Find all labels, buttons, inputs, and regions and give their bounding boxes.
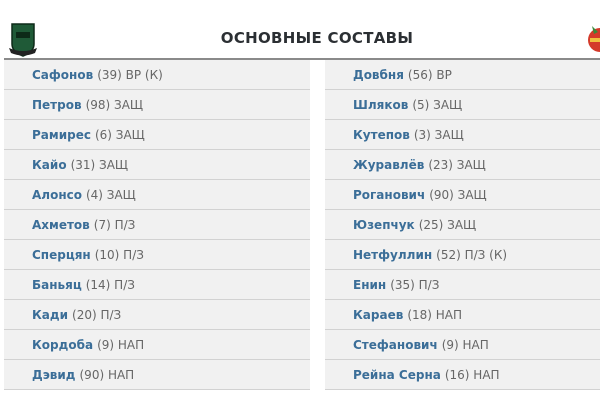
player-name-link[interactable]: Петров (32, 97, 82, 112)
player-row: Кордоба (9) НАП (4, 330, 310, 360)
player-info: (18) НАП (407, 307, 463, 322)
player-info: (9) НАП (97, 337, 145, 352)
player-row: Юзепчук (25) ЗАЩ (325, 210, 600, 240)
header-divider (4, 58, 600, 60)
player-name-link[interactable]: Стефанович (353, 337, 438, 352)
player-name-link[interactable]: Шляков (353, 97, 409, 112)
player-info: (5) ЗАЩ (412, 97, 463, 112)
player-name-link[interactable]: Ахметов (32, 217, 90, 232)
player-row: Сафонов (39) ВР (К) (4, 60, 310, 90)
player-info: (14) П/З (85, 277, 135, 292)
player-name-link[interactable]: Сафонов (32, 67, 94, 82)
player-name-link[interactable]: Кордоба (32, 337, 94, 352)
player-info: (6) ЗАЩ (94, 127, 145, 142)
player-info: (4) ЗАЩ (85, 187, 136, 202)
player-row: Журавлёв (23) ЗАЩ (325, 150, 600, 180)
player-info: (52) П/З (К) (436, 247, 508, 262)
player-info: (16) НАП (444, 367, 500, 382)
player-name-link[interactable]: Баньяц (32, 277, 82, 292)
player-row: Рогaнович (90) ЗАЩ (325, 180, 600, 210)
player-name-link[interactable]: Рогaнович (353, 187, 426, 202)
player-info: (25) ЗАЩ (418, 217, 477, 232)
player-row: Рамирес (6) ЗАЩ (4, 120, 310, 150)
player-row: Кайо (31) ЗАЩ (4, 150, 310, 180)
player-name-link[interactable]: Журавлёв (353, 157, 425, 172)
player-row: Дэвид (90) НАП (4, 360, 310, 390)
player-info: (31) ЗАЩ (70, 157, 129, 172)
player-row: Караев (18) НАП (325, 300, 600, 330)
away-lineup: Довбня (56) ВР Шляков (5) ЗАЩ Кутепов (3) ЗАЩ… (325, 60, 600, 390)
player-row: Шляков (5) ЗАЩ (325, 90, 600, 120)
player-info: (10) П/З (94, 247, 144, 262)
player-row: Кади (20) П/З (4, 300, 310, 330)
player-row: Ахметов (7) П/З (4, 210, 310, 240)
player-info: (20) П/З (72, 307, 122, 322)
player-info: (35) П/З (390, 277, 440, 292)
player-info: (90) ЗАЩ (429, 187, 487, 202)
player-row: Алонсо (4) ЗАЩ (4, 180, 310, 210)
player-name-link[interactable]: Дэвид (32, 367, 76, 382)
player-name-link[interactable]: Алонсо (32, 187, 82, 202)
player-row: Довбня (56) ВР (325, 60, 600, 90)
player-name-link[interactable]: Кади (32, 307, 69, 322)
player-name-link[interactable]: Рамирес (32, 127, 91, 142)
player-info: (9) НАП (441, 337, 489, 352)
player-name-link[interactable]: Нетфуллин (353, 247, 433, 262)
player-info: (39) ВР (К) (97, 67, 163, 82)
home-team-logo-icon (9, 23, 37, 57)
home-lineup: Сафонов (39) ВР (К) Петров (98) ЗАЩ Рамирес(… (4, 60, 310, 390)
away-team-logo-icon (588, 26, 600, 52)
player-row: Петров (98) ЗАЩ (4, 90, 310, 120)
player-name-link[interactable]: Кайо (32, 157, 67, 172)
player-row: Нетфуллин (52) П/З (К) (325, 240, 600, 270)
player-name-link[interactable]: Юзепчук (353, 217, 415, 232)
player-info: (23) ЗАЩ (428, 157, 486, 172)
section-title: ОСНОВНЫЕ СОСТАВЫ (220, 29, 414, 47)
player-info: (98) ЗАЩ (85, 97, 144, 112)
player-info: (7) П/З (93, 217, 136, 232)
player-info: (56) ВР (407, 67, 452, 82)
player-row: Рейна Серна (16) НАП (325, 360, 600, 390)
player-row: Енин (35) П/З (325, 270, 600, 300)
player-name-link[interactable]: Енин (353, 277, 387, 292)
player-row: Кутепов (3) ЗАЩ (325, 120, 600, 150)
player-name-link[interactable]: Довбня (353, 67, 404, 82)
player-name-link[interactable]: Караев (353, 307, 404, 322)
player-info: (3) ЗАЩ (413, 127, 464, 142)
player-info: (90) НАП (79, 367, 135, 382)
player-name-link[interactable]: Кутепов (353, 127, 410, 142)
player-name-link[interactable]: Сперцян (32, 247, 91, 262)
player-row: Баньяц (14) П/З (4, 270, 310, 300)
player-row: Сперцян (10) П/З (4, 240, 310, 270)
player-row: Стефанович (9) НАП (325, 330, 600, 360)
player-name-link[interactable]: Рейна Серна (353, 367, 441, 382)
